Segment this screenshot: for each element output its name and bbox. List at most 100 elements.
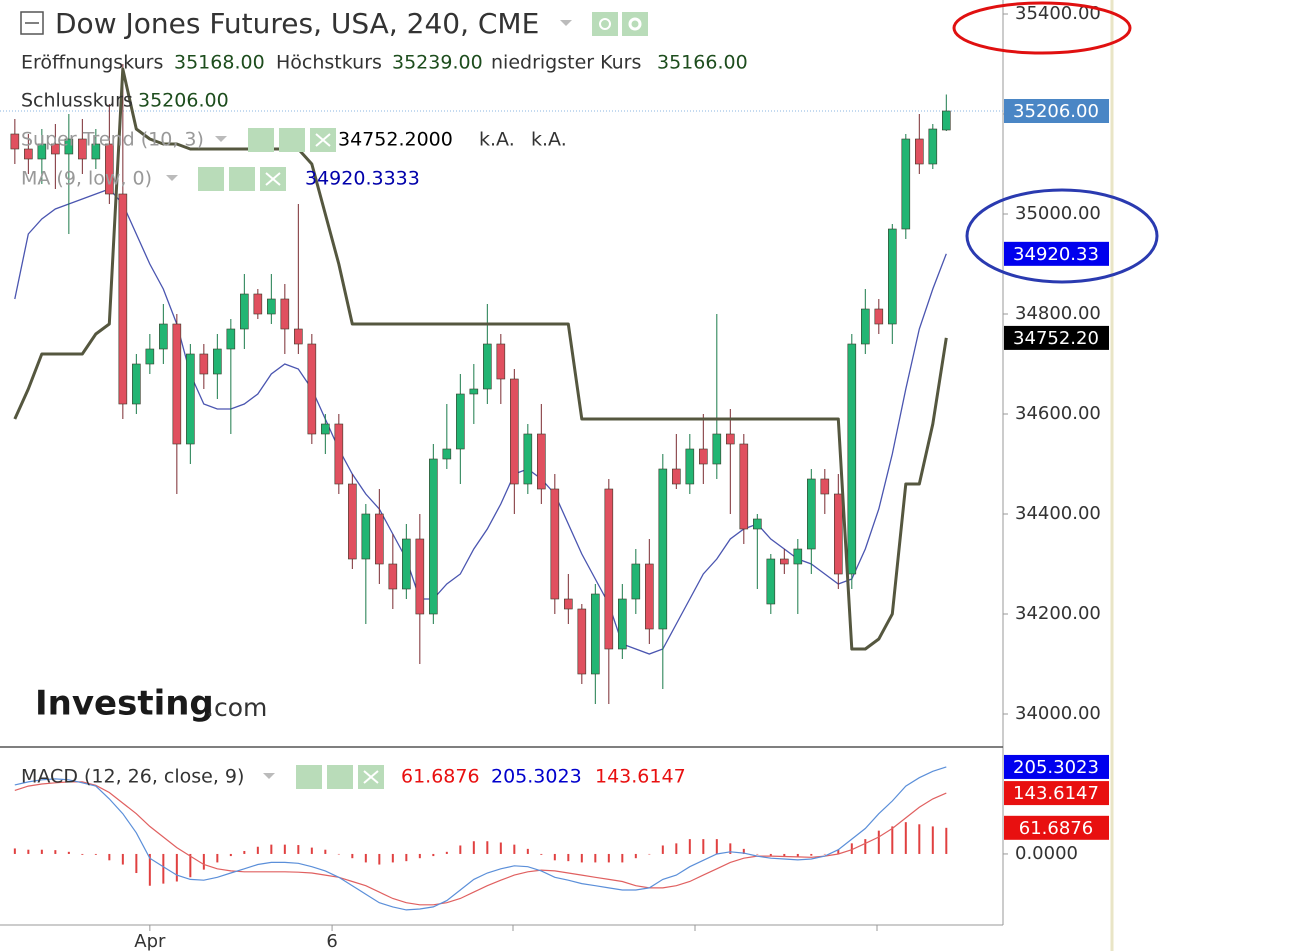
collapse-box[interactable] [20,11,44,35]
macd-histogram-bar [621,853,624,863]
candle-body [145,348,155,365]
candle-body [834,493,843,575]
title-icons[interactable] [592,12,648,36]
candle-body [699,448,708,465]
macd-icons[interactable] [296,765,384,789]
macd-histogram-bar [405,853,408,862]
annotation-ellipse [952,1,1132,55]
candle-body [172,323,182,445]
candle-body [928,128,938,165]
legend-name: niedrigster Kurs [491,52,641,74]
macd-value: 205.3023 [491,766,582,788]
macd-histogram-bar [580,853,583,863]
icon[interactable] [198,167,224,191]
macd-histogram-bar [837,849,840,854]
candle-body [321,423,330,435]
candle-body [388,563,398,590]
candle-body [10,133,20,150]
indicator-icons[interactable] [198,167,286,191]
candle-body [807,478,816,550]
candle-body [51,143,60,155]
macd-histogram-bar [351,853,354,859]
macd-histogram-bar [432,853,435,857]
price-badge [1004,241,1109,266]
candle-body [429,458,438,615]
candle-body [24,148,33,160]
candle-body [159,323,168,350]
macd-histogram-bar [486,841,489,854]
icon[interactable] [592,12,618,36]
macd-histogram-bar [297,845,300,854]
icon [599,18,611,30]
icon[interactable] [248,128,274,152]
macd-histogram-bar [229,853,232,857]
macd-histogram-bar [270,844,273,854]
supertrend-line [13,67,948,651]
legend-value: 35239.00 [392,52,483,74]
icon[interactable] [229,167,255,191]
legend-value: 35168.00 [174,52,265,74]
x-tick-label: 6 [326,931,337,951]
candle-body [861,308,870,345]
plot: 35400.0035200.0035000.0034800.0034600.00… [0,3,1109,951]
indicator-name: MA (9, low, 0) [21,168,152,190]
candle-body [793,548,803,565]
candle-body [213,348,222,375]
candle-body [199,353,209,375]
y-tick-label: 34000.00 [1015,703,1101,724]
macd-histogram-bar [891,826,894,854]
icon [628,17,642,31]
candle-body [307,343,317,435]
candle-body [901,138,911,230]
macd-histogram-bar [135,853,138,874]
macd-histogram-bar [13,848,16,854]
macd-value: 143.6147 [595,766,686,788]
candle-body [361,513,371,560]
dropdown[interactable] [263,773,275,779]
macd-histogram-bar [729,843,732,854]
macd-histogram-bar [864,839,867,854]
legend-name: Eröffnungskurs [21,52,163,74]
macd-histogram-bar [810,853,813,856]
macd-histogram-bar [594,853,597,863]
candle-body [348,483,357,560]
dropdown[interactable] [166,175,178,181]
candle-body [942,110,951,131]
price-badge [1004,815,1109,840]
ma-line [14,188,947,655]
candle-body [645,563,654,630]
dropdown[interactable] [215,136,227,142]
macd-histogram-bar [175,853,178,882]
macd-histogram-bar [445,851,448,854]
legend-value: 35166.00 [657,52,748,74]
y-tick-label: 34600.00 [1015,403,1101,424]
indicator-icons[interactable] [248,128,336,152]
macd-histogram-bar [148,853,151,886]
logo-suffix: .com [206,693,267,722]
candle-body [726,433,735,445]
candle-body [753,518,762,530]
indicator-value: 34920.3333 [305,168,420,190]
macd-histogram-bar [567,853,570,862]
candle-body [685,448,695,485]
icon[interactable] [296,765,322,789]
macd-histogram-bar [769,853,772,857]
candle-body [658,468,668,630]
macd-histogram-bar [634,853,637,859]
candle-body [240,293,249,330]
candle-body [294,328,303,345]
macd-histogram-bar [243,850,246,854]
candle-body [37,143,47,160]
dropdown[interactable] [560,20,572,26]
icon[interactable] [279,128,305,152]
macd-histogram-bar [378,853,381,865]
macd-histogram-bar [499,842,502,854]
icon[interactable] [327,765,353,789]
icon[interactable] [622,12,648,36]
candle-body [415,538,425,615]
macd-macd-line [14,766,947,911]
indicator-name: Super Trend (10, 3) [21,129,204,151]
y-tick-label: 34200.00 [1015,603,1101,624]
candle-body [78,138,87,160]
